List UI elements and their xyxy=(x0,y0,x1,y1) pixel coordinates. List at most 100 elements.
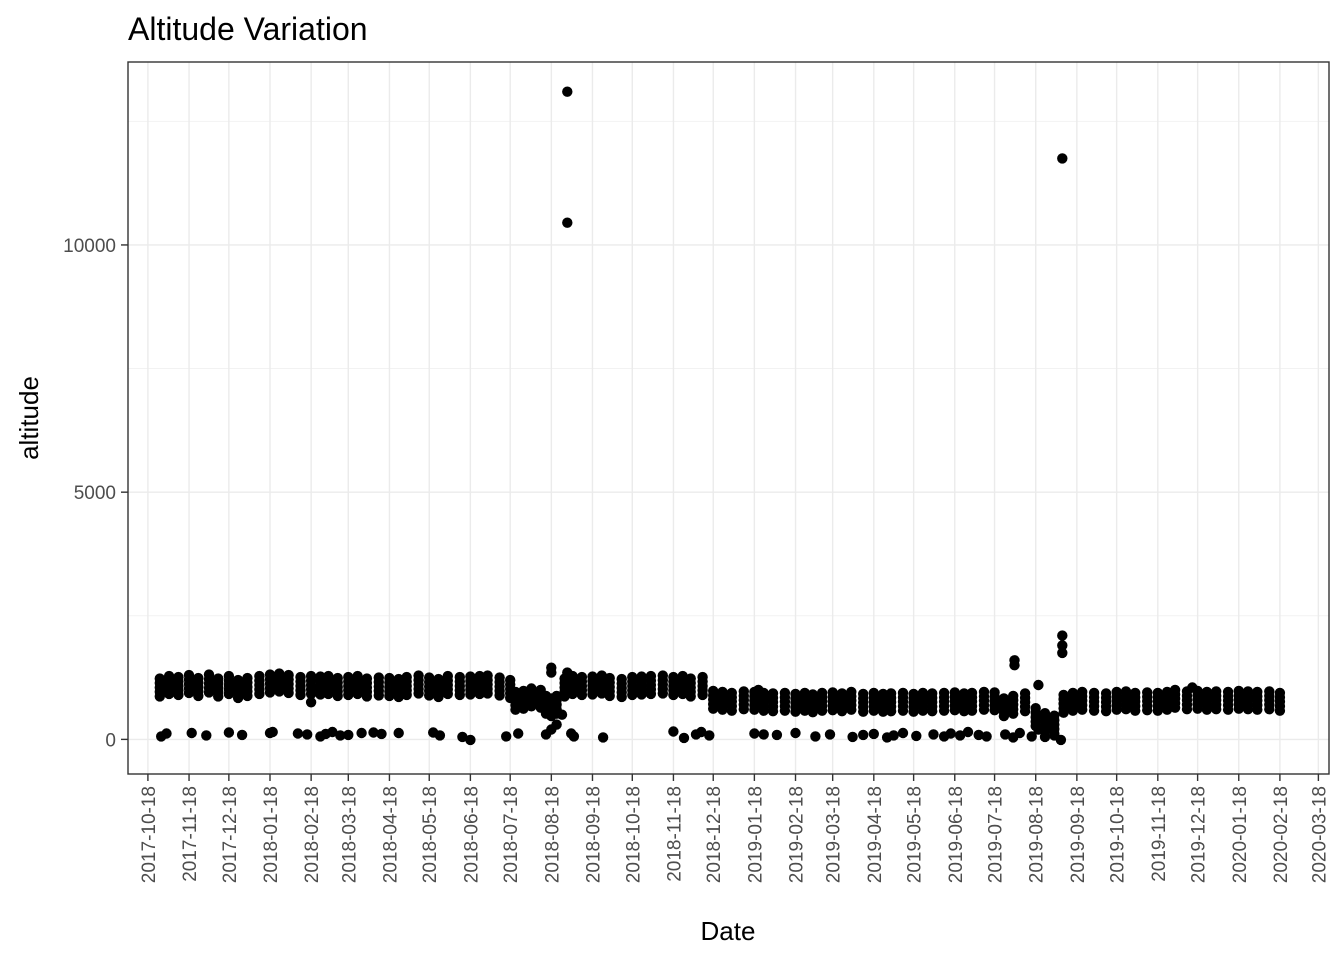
data-point xyxy=(596,670,607,681)
data-point xyxy=(989,687,1000,698)
data-point-outlier xyxy=(1057,630,1068,641)
data-point xyxy=(1055,734,1067,746)
x-tick-label: 2019-10-18 xyxy=(1108,786,1129,883)
data-point xyxy=(645,670,657,682)
data-point xyxy=(928,729,939,740)
data-point-outlier xyxy=(1187,682,1198,693)
data-point xyxy=(1077,686,1088,698)
data-point xyxy=(424,672,435,683)
x-tick-label: 2018-04-18 xyxy=(380,786,401,883)
data-point-outlier xyxy=(1009,660,1020,671)
data-point xyxy=(897,727,909,739)
data-point xyxy=(917,687,929,699)
data-point xyxy=(790,727,801,739)
data-point xyxy=(283,669,294,681)
data-point xyxy=(657,670,668,681)
data-point xyxy=(779,687,791,699)
x-tick-label: 2019-11-18 xyxy=(1149,786,1170,882)
data-point xyxy=(1169,684,1181,696)
grid-major-x xyxy=(147,62,1320,774)
data-point xyxy=(1120,686,1132,697)
data-point xyxy=(551,719,562,730)
data-point xyxy=(384,672,395,684)
data-point xyxy=(352,670,363,682)
data-point xyxy=(505,674,516,686)
data-point xyxy=(1264,686,1275,697)
data-point xyxy=(335,730,346,741)
data-point xyxy=(183,669,195,681)
x-tick-label: 2017-10-18 xyxy=(139,786,160,883)
data-point xyxy=(267,726,278,738)
data-point xyxy=(302,729,313,740)
data-point xyxy=(203,669,215,680)
data-point-outlier xyxy=(1057,640,1068,651)
data-point xyxy=(1161,686,1173,698)
x-tick-label: 2019-02-18 xyxy=(787,786,808,883)
data-point-outlier xyxy=(562,667,573,678)
data-point xyxy=(1100,688,1112,699)
x-tick-label: 2019-01-18 xyxy=(745,786,766,883)
data-point xyxy=(717,686,728,698)
data-point xyxy=(604,672,615,684)
data-point xyxy=(1000,729,1011,740)
x-tick-label: 2018-03-18 xyxy=(339,786,360,883)
data-point xyxy=(518,685,529,697)
data-point xyxy=(824,729,836,740)
x-axis-title: Date xyxy=(701,916,756,946)
data-point xyxy=(264,669,276,680)
data-point xyxy=(232,674,244,686)
data-point xyxy=(697,671,708,683)
data-point xyxy=(513,728,524,739)
data-point xyxy=(201,730,212,741)
data-point xyxy=(790,688,801,700)
data-point xyxy=(771,729,783,741)
data-point xyxy=(973,729,984,741)
y-tick-label: 10000 xyxy=(63,236,116,257)
data-point xyxy=(510,686,521,698)
data-point xyxy=(433,673,444,685)
data-point xyxy=(376,728,387,740)
x-tick-label: 2018-11-18 xyxy=(664,786,685,882)
data-point xyxy=(827,687,838,698)
x-tick-label: 2019-05-18 xyxy=(905,786,926,883)
data-point xyxy=(962,726,974,738)
x-tick-label: 2018-06-18 xyxy=(461,786,482,883)
data-point xyxy=(927,688,938,699)
data-point xyxy=(315,671,326,682)
data-point xyxy=(393,727,404,739)
data-point xyxy=(193,672,204,684)
x-tick-label: 2020-02-18 xyxy=(1271,786,1292,883)
x-tick-label: 2019-04-18 xyxy=(865,786,886,883)
plot-border xyxy=(127,61,1330,775)
data-point xyxy=(678,732,690,744)
data-point xyxy=(1130,687,1141,699)
data-point xyxy=(323,670,334,682)
data-point xyxy=(846,686,857,698)
data-point xyxy=(1142,687,1153,698)
data-point xyxy=(726,687,737,699)
data-point xyxy=(343,729,354,741)
data-point xyxy=(576,671,588,683)
data-point-outlier xyxy=(562,86,573,97)
data-point xyxy=(393,673,404,685)
chart-title: Altitude Variation xyxy=(128,11,368,47)
x-tick-label: 2019-07-18 xyxy=(986,786,1007,883)
data-point xyxy=(163,670,175,682)
data-point xyxy=(1039,731,1051,743)
data-point xyxy=(1049,710,1060,721)
y-axis-title: altitude xyxy=(14,376,44,460)
data-point xyxy=(704,730,715,741)
x-tick-label: 2019-03-18 xyxy=(824,786,845,883)
data-point xyxy=(454,671,465,683)
data-point xyxy=(958,688,970,699)
data-point xyxy=(636,671,647,682)
data-point xyxy=(836,688,848,699)
data-point xyxy=(708,685,719,697)
data-point xyxy=(966,687,978,699)
data-point xyxy=(1030,703,1041,714)
x-tick-label: 2018-09-18 xyxy=(583,786,604,883)
x-tick-label: 2019-08-18 xyxy=(1027,786,1048,883)
data-point xyxy=(327,726,338,738)
data-point xyxy=(1033,724,1044,735)
y-axis: 0 5000 10000 xyxy=(63,236,128,751)
